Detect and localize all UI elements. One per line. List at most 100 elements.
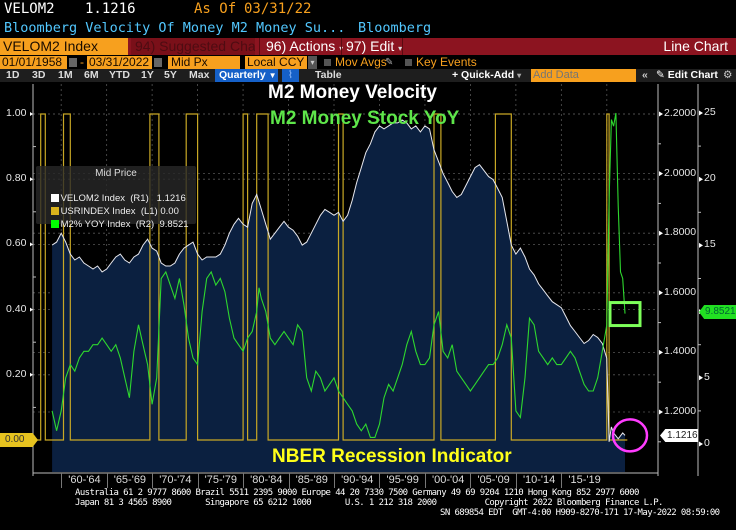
- currency-select[interactable]: Local CCY: [245, 56, 307, 69]
- mov-avgs-checkbox[interactable]: [324, 59, 331, 66]
- x-tick-label: '00-'04: [424, 473, 470, 488]
- tick-marker: [30, 242, 33, 247]
- chevron-down-icon: ▾: [517, 71, 522, 80]
- tick-marker: [699, 375, 703, 381]
- as-of-date: 03/31/22: [244, 1, 312, 17]
- settings-bar: 01/01/1958 - 03/31/2022 Mid Px Local CCY…: [0, 55, 736, 69]
- range-max[interactable]: Max: [189, 69, 210, 81]
- range-1d[interactable]: 1D: [6, 69, 20, 81]
- axes: [30, 84, 703, 476]
- suggested-charts-button[interactable]: 94) Suggested Charts: [131, 38, 255, 55]
- last-value-tag-r2: 9.8521: [699, 305, 736, 319]
- legend-value: 1.1216: [156, 193, 186, 204]
- last-value: 1.1216: [85, 1, 136, 17]
- chart-area[interactable]: [0, 82, 736, 492]
- key-events-checkbox[interactable]: [405, 59, 412, 66]
- right-axis-2-tick-label: 15: [704, 238, 716, 251]
- table-button[interactable]: Table: [315, 69, 342, 81]
- security-description: Bloomberg Velocity Of Money M2 Money Su.…: [0, 20, 736, 37]
- chevron-down-icon[interactable]: ▾: [308, 56, 317, 69]
- left-axis-tick-label: 0.80: [6, 172, 27, 185]
- frequency-label: Quarterly: [219, 69, 266, 81]
- x-tick-label: '60-'64: [61, 473, 106, 488]
- actions-label: 96) Actions: [266, 38, 336, 54]
- mov-avgs-label: Mov Avgs: [335, 55, 387, 69]
- end-date-input[interactable]: 03/31/2022: [87, 56, 152, 69]
- footer-contacts-1: Australia 61 2 9777 8600 Brazil 5511 239…: [75, 488, 639, 498]
- tick-marker: [30, 307, 33, 312]
- collapse-icon[interactable]: «: [642, 69, 648, 81]
- right-axis-1-tick-label: 1.6000: [664, 285, 697, 298]
- left-axis-tick-label: 0.20: [6, 367, 27, 380]
- tick-marker: [659, 290, 663, 296]
- range-ytd[interactable]: YTD: [109, 69, 130, 81]
- legend-axis: (L1): [140, 206, 158, 217]
- title-velocity: M2 Money Velocity: [268, 82, 437, 103]
- legend-name: USRINDEX Index: [60, 206, 136, 217]
- price-field-select[interactable]: Mid Px: [168, 56, 240, 69]
- edit-chart-button[interactable]: ✎ Edit Chart: [656, 69, 718, 82]
- x-tick-label: '75-'79: [197, 473, 243, 488]
- edit-menu[interactable]: 97) Edit ▾: [341, 38, 403, 55]
- legend-axis: (R2): [135, 219, 155, 230]
- right-axis-1-tick-label: 1.4000: [664, 345, 697, 358]
- edit-label: 97) Edit: [346, 38, 395, 54]
- gear-icon[interactable]: ⚙: [723, 69, 733, 81]
- range-bar: 1D 3D 1M 6M YTD 1Y 5Y Max Quarterly ▼ ⌇ …: [0, 69, 736, 82]
- x-tick-label: '85-'89: [288, 473, 334, 488]
- x-tick-label: '70-'74: [152, 473, 197, 488]
- pencil-icon[interactable]: ✎: [385, 57, 394, 68]
- x-tick-label: '05-'09: [470, 473, 515, 488]
- triangle-down-icon: ▼: [268, 71, 277, 80]
- x-tick-label: '10-'14: [515, 473, 561, 488]
- tick-marker: [659, 409, 663, 415]
- range-3d[interactable]: 3D: [32, 69, 46, 81]
- legend-swatch: [50, 207, 59, 215]
- tick-marker: [659, 349, 663, 355]
- chart-type-label[interactable]: Line Chart: [663, 38, 728, 54]
- left-axis-tick-label: 0.40: [6, 302, 27, 315]
- line-chart-icon[interactable]: ⌇: [282, 69, 299, 82]
- x-tick-label: '65-'69: [106, 473, 152, 488]
- add-data-input[interactable]: [531, 69, 636, 82]
- legend-item-m2yoy: M2% YOY Index (R2) 9.8521: [40, 208, 189, 241]
- x-tick-label: '80-'84: [243, 473, 288, 488]
- edit-chart-label: Edit Chart: [667, 69, 718, 81]
- legend-axis: (R1): [130, 193, 149, 204]
- frequency-select[interactable]: Quarterly ▼: [215, 69, 278, 82]
- last-value-tag-r1: 1.1216: [660, 429, 698, 442]
- right-axis-1-tick-label: 2.0000: [664, 166, 697, 179]
- range-6m[interactable]: 6M: [84, 69, 99, 81]
- recession-step-line: [33, 113, 628, 441]
- tick-marker: [699, 242, 703, 248]
- right-axis-2-tick-label: 5: [704, 370, 710, 383]
- annotation-circle: [611, 418, 649, 453]
- range-5y[interactable]: 5Y: [164, 69, 177, 81]
- calendar-icon[interactable]: [69, 58, 77, 67]
- legend-name: M2% YOY Index: [60, 219, 131, 230]
- range-1y[interactable]: 1Y: [141, 69, 154, 81]
- right-axis-2-tick-label: 0: [704, 437, 710, 449]
- range-1m[interactable]: 1M: [58, 69, 73, 81]
- footer-contacts-2: Japan 81 3 4565 8900 Singapore 65 6212 1…: [75, 498, 663, 508]
- security-input[interactable]: VELOM2 Index: [0, 38, 128, 55]
- source: Bloomberg: [358, 20, 432, 36]
- right-axis-1-tick-label: 1.2000: [664, 405, 697, 417]
- ticker: VELOM2: [4, 1, 55, 17]
- legend-item-velom2: VELOM2 Index (R1) 1.1216: [40, 182, 186, 215]
- x-tick-label: '15-'19: [561, 473, 606, 488]
- calendar-icon[interactable]: [154, 58, 162, 67]
- tick-marker: [699, 110, 703, 116]
- right-axis-1-tick-label: 2.2000: [664, 107, 697, 119]
- right-axis-1-tick-label: 1.8000: [664, 226, 697, 239]
- tick-marker: [699, 441, 703, 447]
- actions-menu[interactable]: 96) Actions ▾: [259, 38, 343, 55]
- legend-name: VELOM2 Index: [60, 193, 125, 204]
- pencil-icon: ✎: [656, 69, 665, 81]
- quick-add-button[interactable]: + Quick-Add ▾: [452, 69, 521, 82]
- right-axis-2-tick-label: 25: [704, 106, 716, 118]
- legend-value: 9.8521: [159, 219, 189, 230]
- tick-marker: [30, 112, 33, 116]
- legend-title: Mid Price: [95, 168, 137, 179]
- start-date-input[interactable]: 01/01/1958: [0, 56, 67, 69]
